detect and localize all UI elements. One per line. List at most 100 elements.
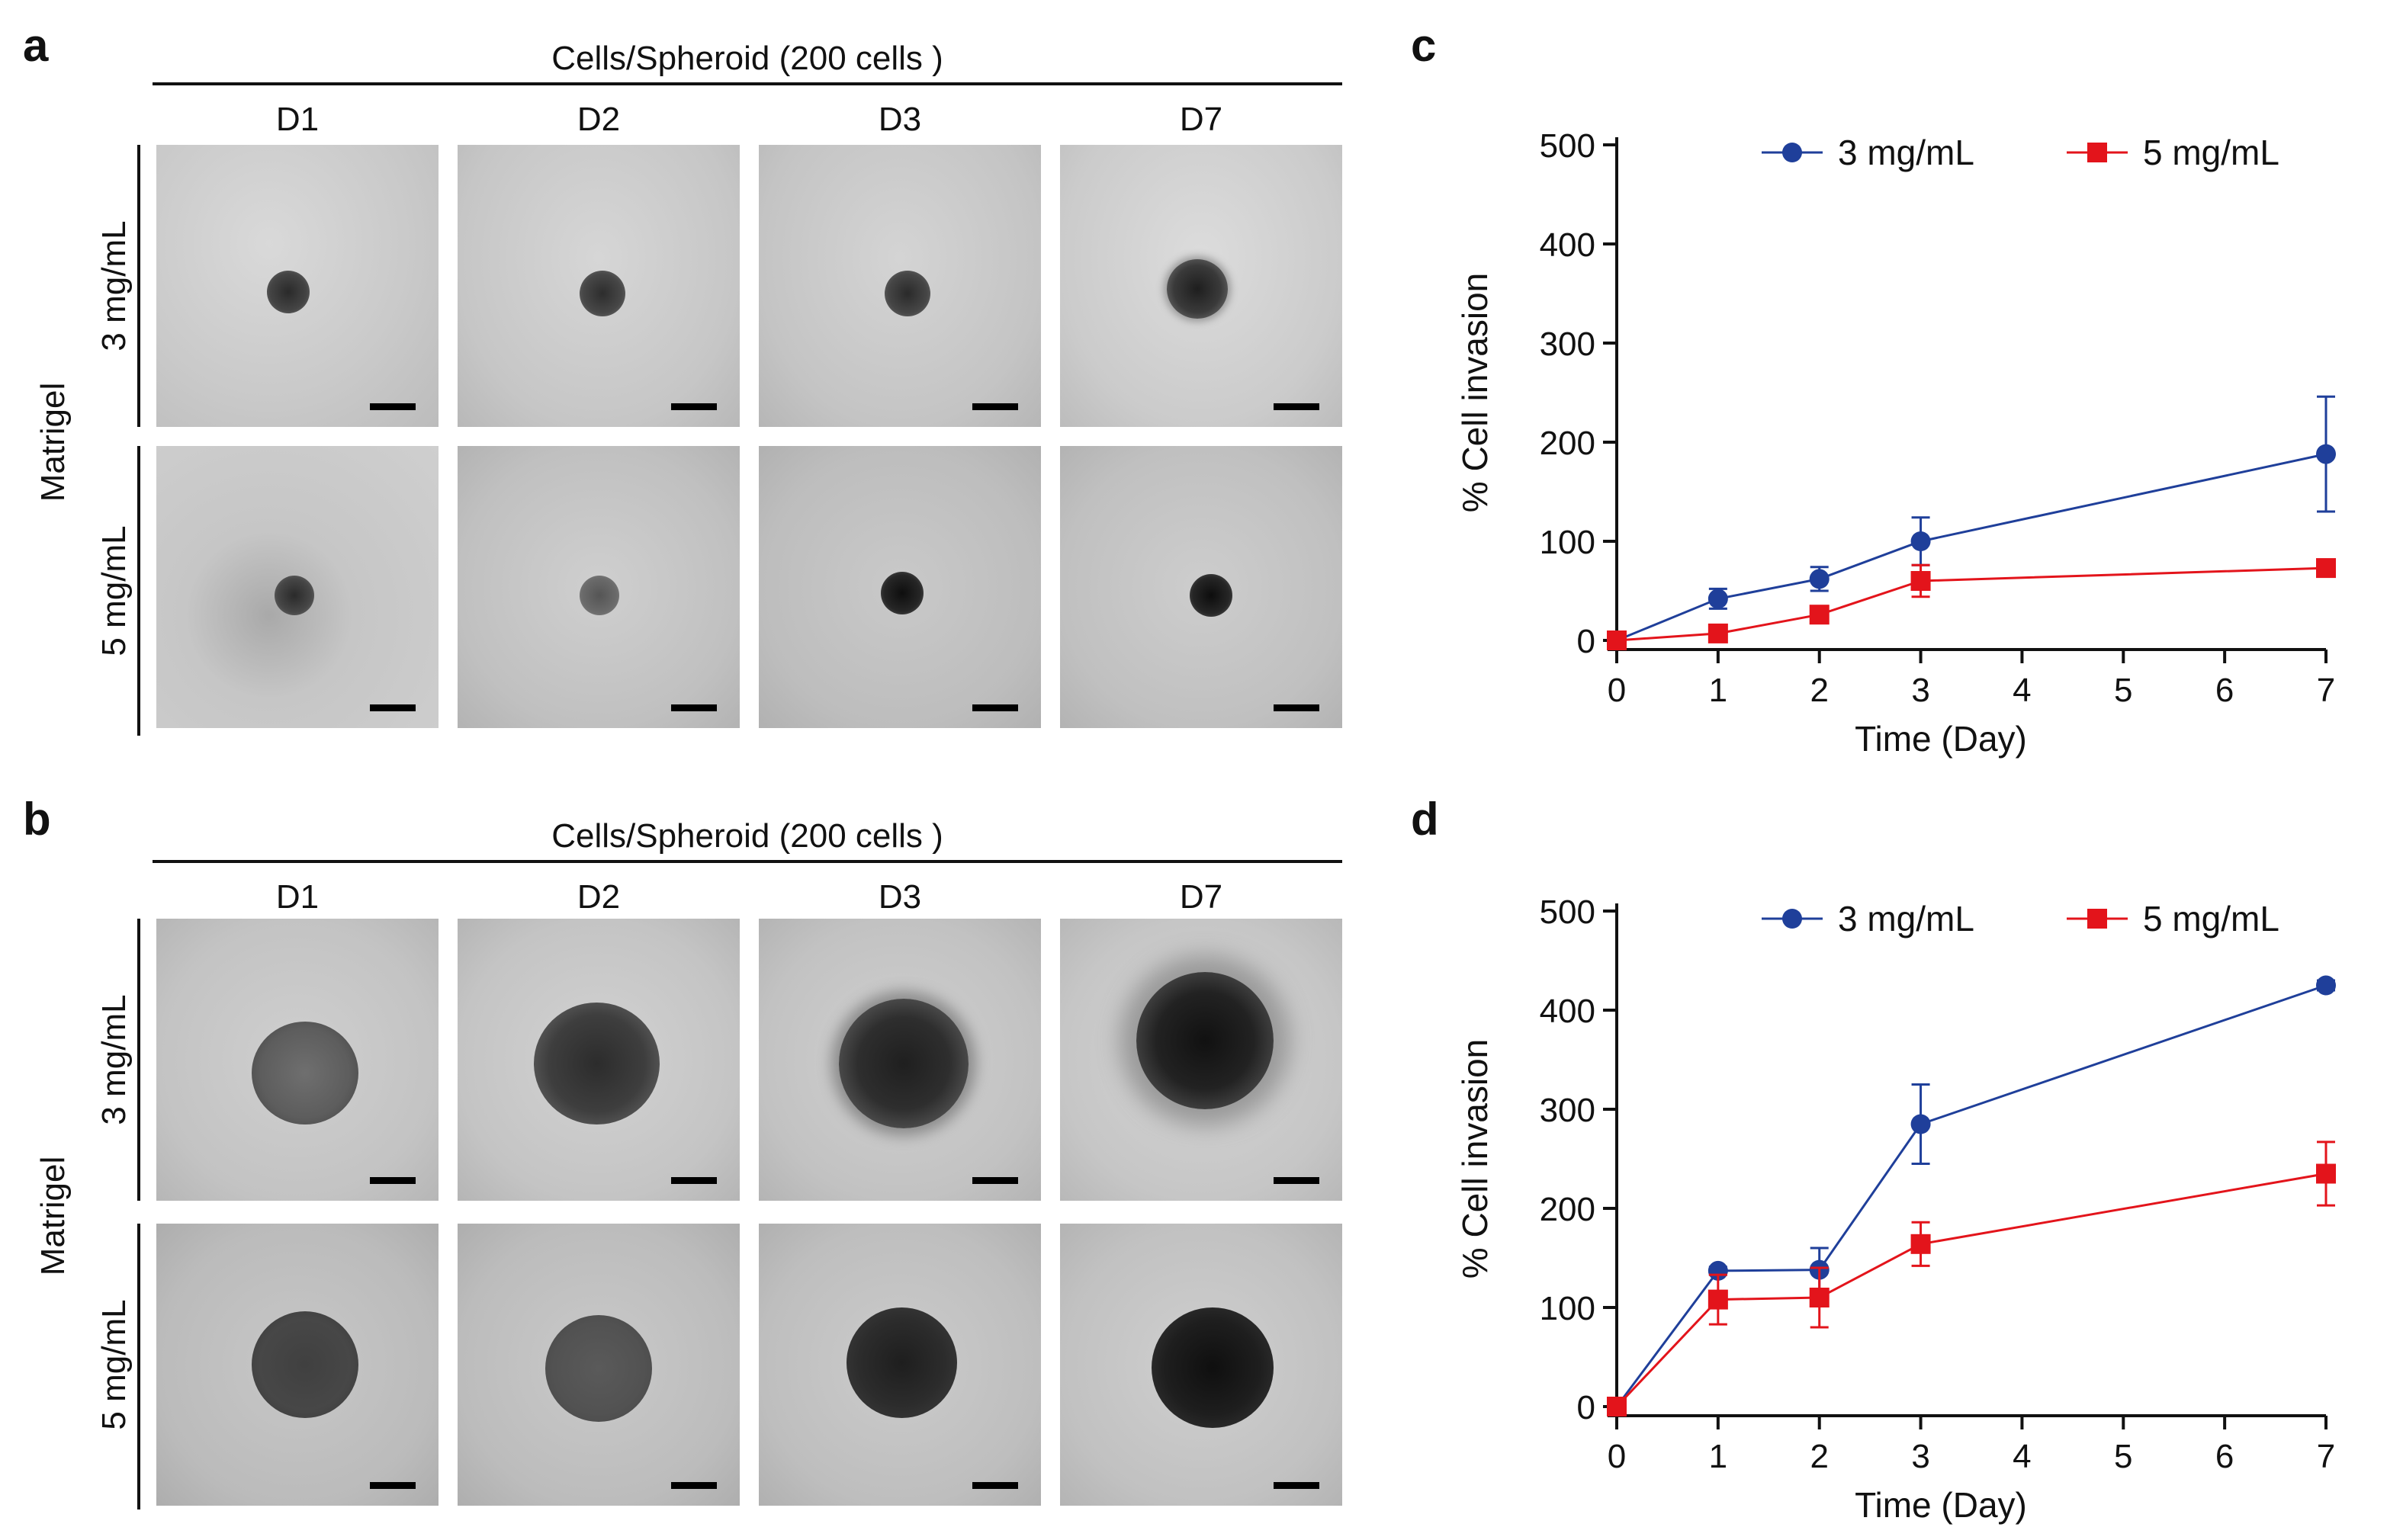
series-1 xyxy=(1607,975,2336,1416)
x-tick-label: 3 xyxy=(1911,1438,1929,1475)
panel-b-day-label: D2 xyxy=(577,878,621,916)
scale-bar xyxy=(671,403,717,410)
spheroid xyxy=(839,999,969,1128)
data-point xyxy=(2316,1163,2336,1184)
panel-b-row1-bracket xyxy=(137,919,140,1201)
legend-label: 3 mg/mL xyxy=(1838,899,1974,938)
scale-bar xyxy=(1274,704,1319,711)
panel-b-row-label-5: 5 mg/mL xyxy=(95,1299,133,1430)
x-tick-label: 0 xyxy=(1608,672,1626,709)
panel-a-day-label: D2 xyxy=(577,101,621,138)
data-point xyxy=(1809,1288,1830,1307)
legend-marker xyxy=(1782,143,1802,162)
chart-d: 0 100 200 300 400 500 0 1 2 3 4 5 6 7 Time (Day) % Cell… xyxy=(1455,894,2336,1525)
x-tick-label: 7 xyxy=(2317,1438,2335,1475)
panel-a-day-label: D3 xyxy=(878,101,922,138)
panel-a-header: Cells/Spheroid (200 cells ) xyxy=(551,40,943,77)
data-point xyxy=(1707,589,1728,609)
data-point xyxy=(1910,571,1931,591)
spheroid xyxy=(885,271,930,316)
spheroid xyxy=(1167,259,1228,319)
chart-c: 0 100 200 300 400 500 0 1 2 3 4 5 6 7 Time (Day) % Cell… xyxy=(1455,127,2336,759)
series-1 xyxy=(1607,395,2336,650)
x-tick-label: 5 xyxy=(2114,1438,2132,1475)
x-tick-label: 7 xyxy=(2317,672,2335,709)
panel-a-row1-bracket xyxy=(137,145,140,427)
panel-b-row2-bracket xyxy=(137,1224,140,1510)
spheroid xyxy=(534,1003,660,1125)
micrograph-b-3mg-d2 xyxy=(458,919,740,1201)
panel-b-day-label: D7 xyxy=(1179,878,1223,916)
spheroid xyxy=(1152,1307,1274,1428)
x-axis-label: Time (Day) xyxy=(1855,719,2027,759)
data-point xyxy=(1809,569,1830,589)
scale-bar xyxy=(1274,403,1319,410)
y-tick-label: 200 xyxy=(1540,1191,1595,1228)
spheroid xyxy=(252,1022,358,1125)
y-tick-label: 300 xyxy=(1540,1092,1595,1129)
panel-a-row2-bracket xyxy=(137,446,140,736)
micrograph-b-5mg-d1 xyxy=(156,1224,439,1506)
legend-marker xyxy=(2087,909,2107,929)
x-tick-label: 1 xyxy=(1709,672,1727,709)
panel-b-header: Cells/Spheroid (200 cells ) xyxy=(551,817,943,855)
micrograph-b-3mg-d1 xyxy=(156,919,439,1201)
y-axis-label: % Cell invasion xyxy=(1455,1039,1495,1279)
x-tick-label: 0 xyxy=(1608,1438,1626,1475)
panel-b-header-rule xyxy=(153,860,1342,863)
scale-bar xyxy=(972,403,1018,410)
spheroid xyxy=(580,576,619,615)
panel-letter-c: c xyxy=(1411,20,1437,71)
y-tick-label: 200 xyxy=(1540,425,1595,462)
scale-bar xyxy=(671,704,717,711)
scale-bar xyxy=(972,1177,1018,1184)
series-line xyxy=(1615,984,2327,1407)
spheroid xyxy=(267,271,310,313)
scale-bar xyxy=(370,704,416,711)
y-axis-label: % Cell invasion xyxy=(1455,273,1495,512)
panel-a-row-label-3: 3 mg/mL xyxy=(95,220,133,351)
spheroid xyxy=(545,1315,652,1422)
y-tick-label: 0 xyxy=(1577,623,1595,660)
panel-b-day-label: D1 xyxy=(275,878,320,916)
scale-bar xyxy=(370,1482,416,1489)
y-tick-label: 400 xyxy=(1540,993,1595,1030)
data-point xyxy=(1910,1234,1931,1254)
data-point xyxy=(1910,1114,1931,1134)
y-tick-label: 500 xyxy=(1540,127,1595,165)
micrograph-a-3mg-d2 xyxy=(458,145,740,427)
panel-letter-d: d xyxy=(1411,794,1439,845)
micrograph-a-3mg-d1 xyxy=(156,145,439,427)
y-tick-label: 0 xyxy=(1577,1389,1595,1426)
legend-label: 3 mg/mL xyxy=(1838,133,1974,172)
data-point xyxy=(1707,1289,1728,1310)
x-tick-label: 2 xyxy=(1810,1438,1828,1475)
data-point xyxy=(2316,444,2336,464)
spheroid xyxy=(275,576,314,615)
x-tick-label: 6 xyxy=(2215,1438,2234,1475)
micrograph-b-3mg-d7 xyxy=(1060,919,1342,1201)
y-tick-label: 100 xyxy=(1540,1290,1595,1327)
scale-bar xyxy=(671,1482,717,1489)
scale-bar xyxy=(671,1177,717,1184)
data-point xyxy=(1607,1397,1627,1416)
spheroid xyxy=(1136,972,1274,1109)
scale-bar xyxy=(972,1482,1018,1489)
legend-label: 5 mg/mL xyxy=(2143,899,2279,938)
panel-a-header-rule xyxy=(153,82,1342,85)
panel-a-day-label: D1 xyxy=(275,101,320,138)
data-point xyxy=(1707,623,1728,643)
x-tick-label: 1 xyxy=(1709,1438,1727,1475)
panel-a-row-label-5: 5 mg/mL xyxy=(95,525,133,656)
micrograph-b-5mg-d3 xyxy=(759,1224,1041,1506)
series-2 xyxy=(1607,1141,2336,1416)
micrograph-b-5mg-d7 xyxy=(1060,1224,1342,1506)
panel-b-day-label: D3 xyxy=(878,878,922,916)
spheroid xyxy=(847,1307,957,1418)
micrograph-a-5mg-d3 xyxy=(759,446,1041,728)
data-point xyxy=(1809,605,1830,625)
legend-marker xyxy=(2087,143,2107,162)
data-point xyxy=(2316,558,2336,579)
micrograph-a-5mg-d1 xyxy=(156,446,439,728)
y-tick-label: 300 xyxy=(1540,326,1595,363)
